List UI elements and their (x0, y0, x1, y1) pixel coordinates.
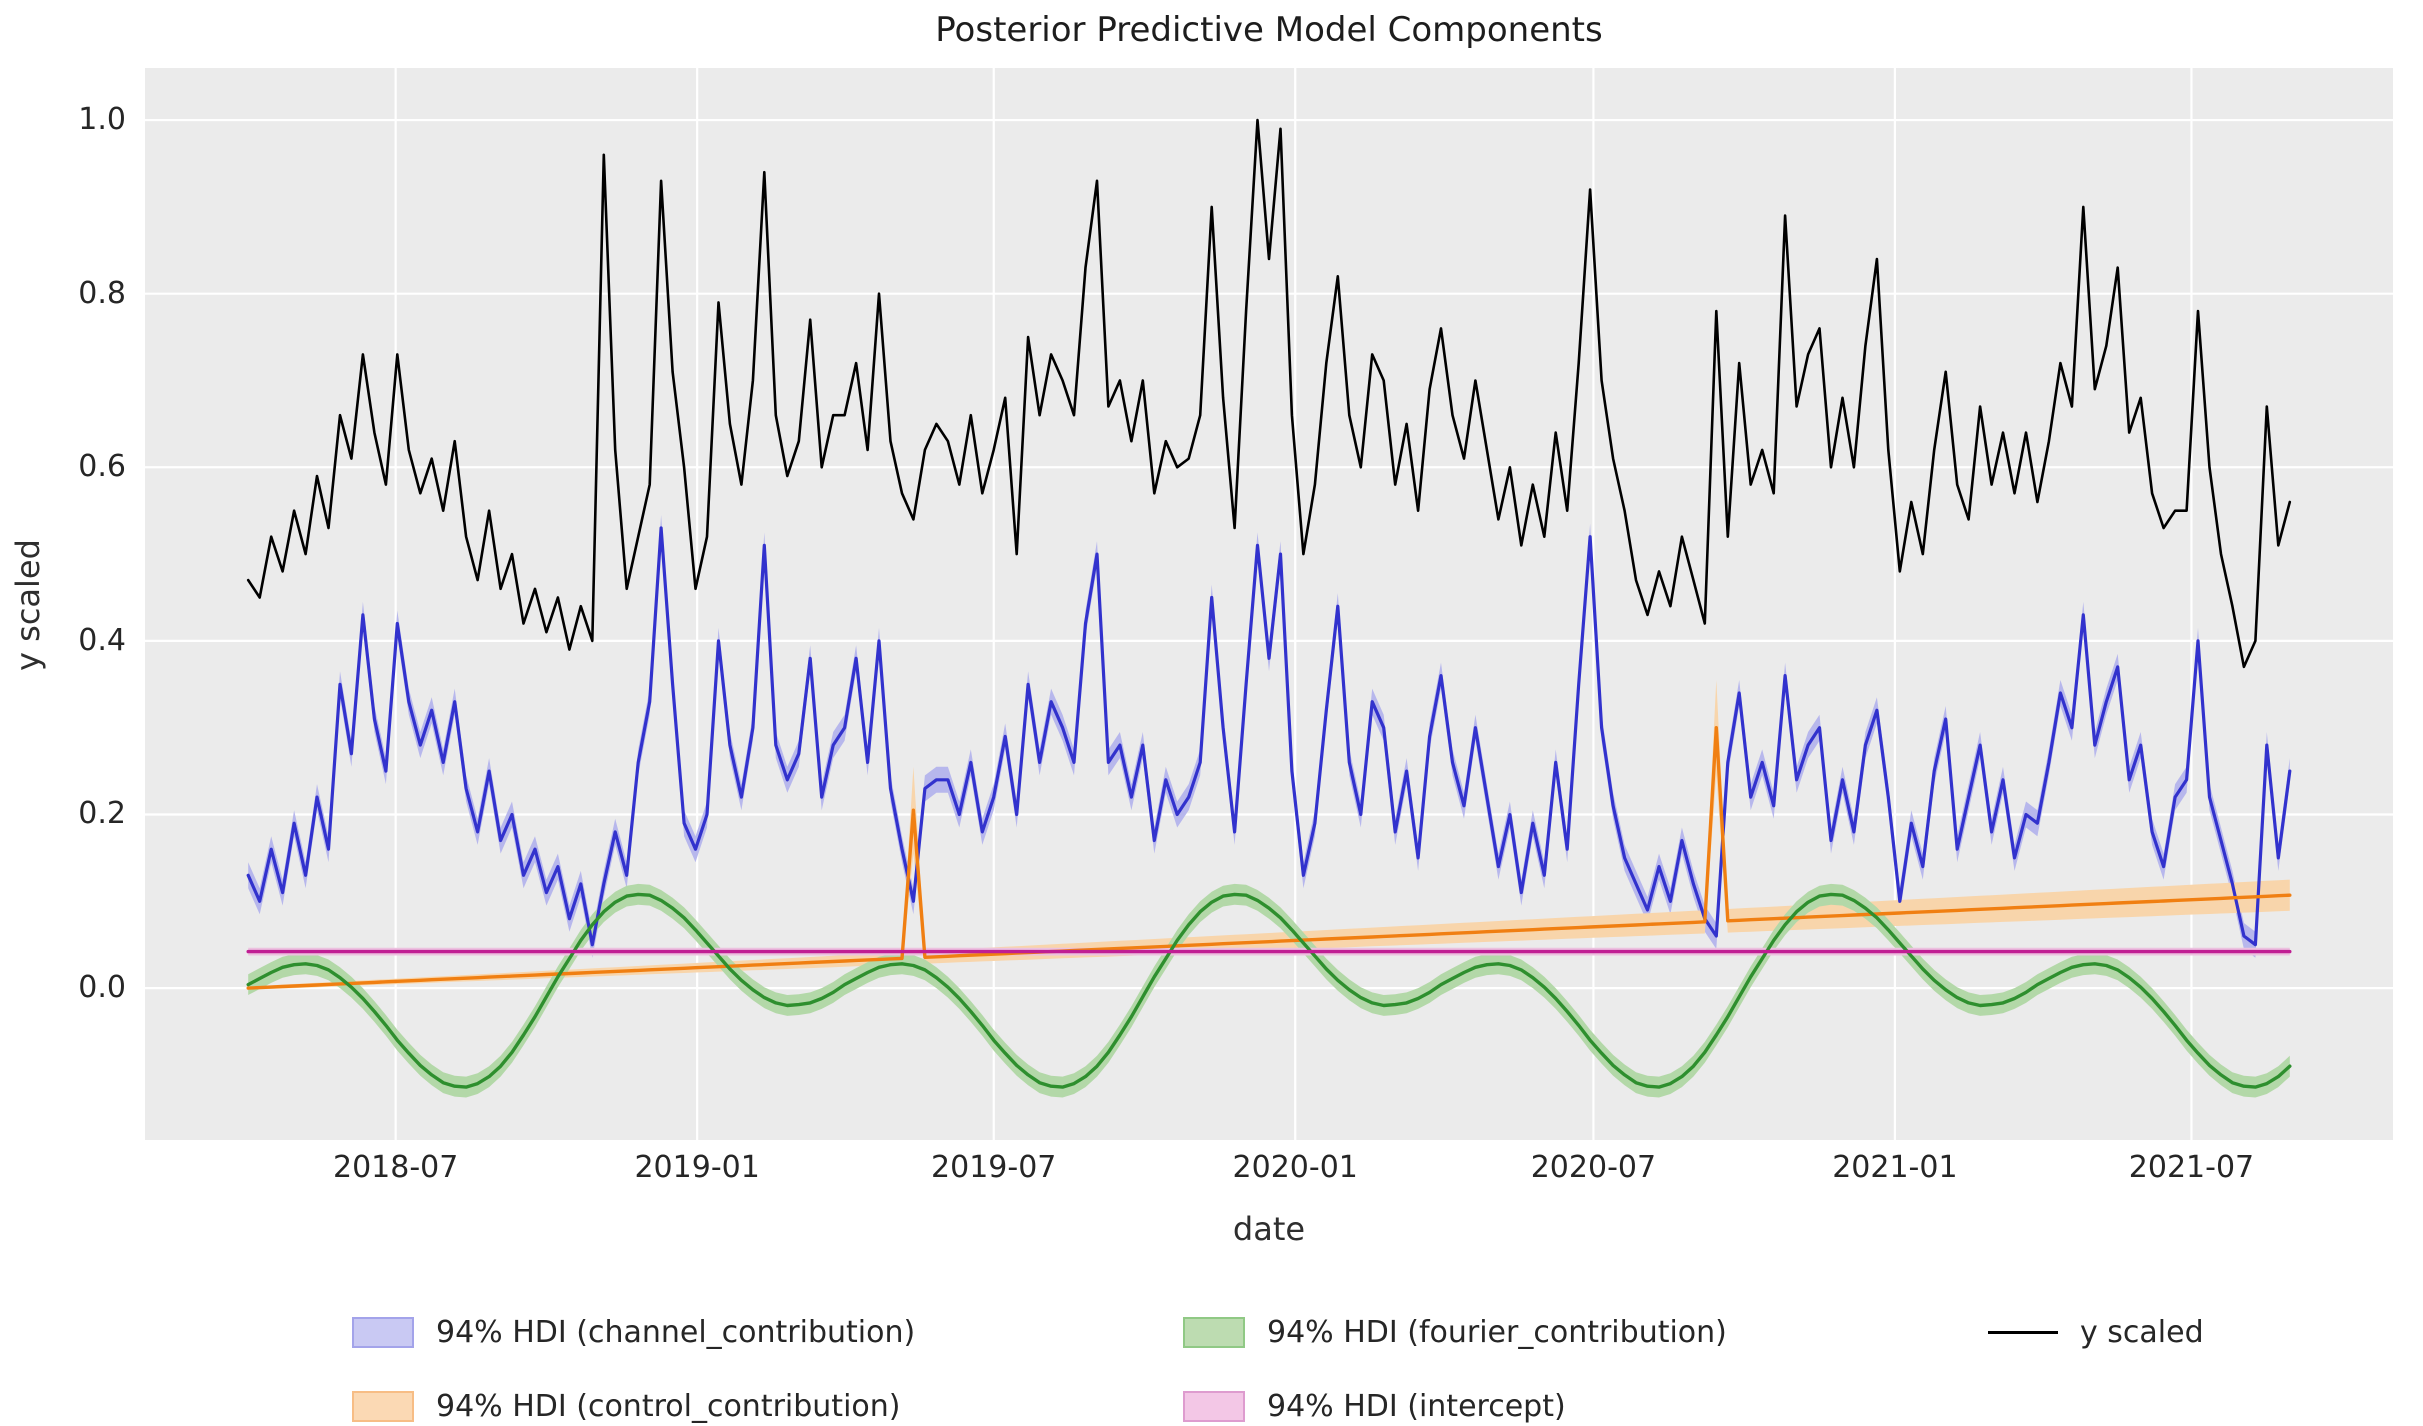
legend-entry-intercept: 94% HDI (intercept) (1183, 1386, 1566, 1426)
y-tick-label: 0.8 (78, 275, 126, 311)
plot-area (145, 68, 2393, 1140)
legend-entry-y-scaled: y scaled (1988, 1312, 2204, 1352)
y-scaled-line-swatch (1988, 1330, 2058, 1334)
y-axis-label: y scaled (9, 539, 47, 671)
hdi-band (248, 680, 2290, 990)
chart-svg (145, 68, 2393, 1140)
legend-label: 94% HDI (channel_contribution) (436, 1314, 916, 1350)
x-tick-label: 2021-01 (1832, 1150, 1958, 1185)
x-tick-label: 2019-01 (634, 1150, 760, 1185)
x-tick-label: 2021-07 (2128, 1150, 2255, 1185)
series-line (246, 526, 2292, 947)
legend-label: y scaled (2080, 1314, 2204, 1350)
x-axis-label: date (1232, 1210, 1306, 1248)
x-tick-label: 2018-07 (333, 1150, 459, 1185)
control-hdi-swatch (352, 1390, 414, 1422)
x-tick-label: 2020-01 (1232, 1150, 1358, 1185)
chart-title: Posterior Predictive Model Components (935, 10, 1603, 50)
series-line (246, 118, 2292, 669)
y-tick-label: 0.2 (78, 796, 126, 832)
legend-label: 94% HDI (fourier_contribution) (1267, 1314, 1727, 1350)
series-line (246, 726, 2292, 990)
x-tick-label: 2019-07 (931, 1150, 1057, 1185)
legend-label: 94% HDI (intercept) (1267, 1388, 1566, 1424)
legend-entry-fourier: 94% HDI (fourier_contribution) (1183, 1312, 1727, 1352)
x-tick-label: 2020-07 (1530, 1150, 1657, 1185)
y-tick-label: 0.4 (78, 622, 126, 658)
legend-entry-control: 94% HDI (control_contribution) (352, 1386, 900, 1426)
intercept-hdi-swatch (1183, 1390, 1245, 1422)
y-tick-label: 1.0 (78, 102, 126, 138)
hdi-band (248, 515, 2290, 958)
legend-entry-channel: 94% HDI (channel_contribution) (352, 1312, 915, 1352)
hdi-band (248, 883, 2290, 1098)
fourier-hdi-swatch (1183, 1316, 1245, 1348)
channel-hdi-swatch (352, 1316, 414, 1348)
legend-label: 94% HDI (control_contribution) (436, 1388, 901, 1424)
series-line (246, 892, 2292, 1089)
y-tick-label: 0.0 (78, 970, 126, 1006)
y-tick-label: 0.6 (78, 449, 126, 485)
